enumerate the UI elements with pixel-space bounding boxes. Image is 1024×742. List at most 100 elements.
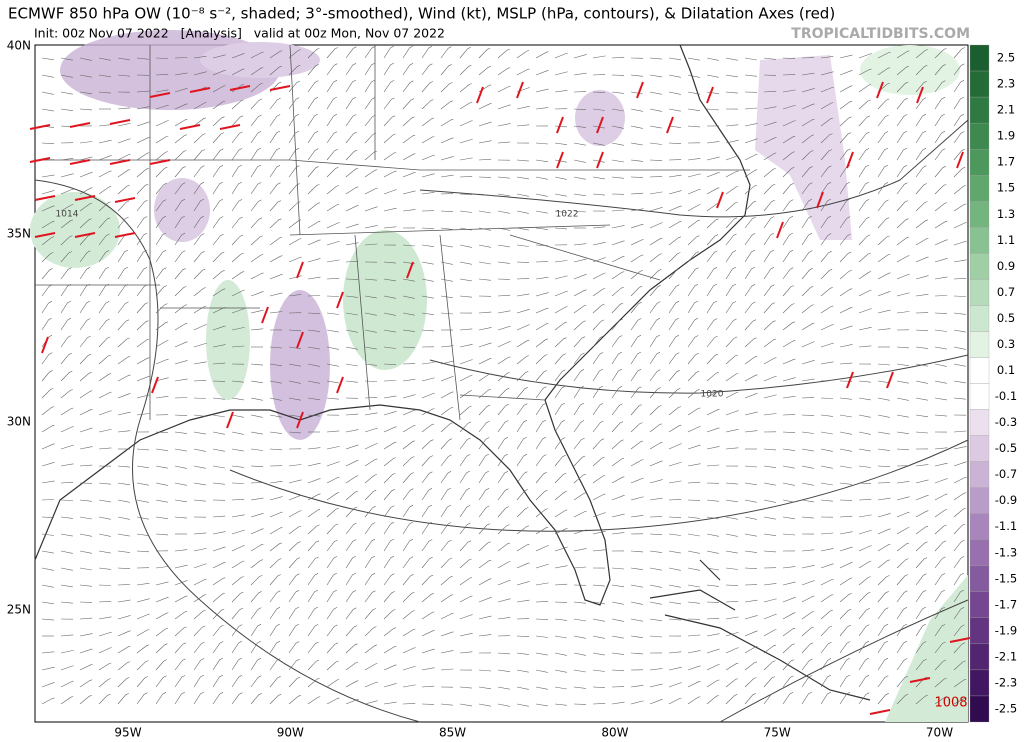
dilatation-axis (876, 81, 884, 99)
wind-barb (934, 220, 948, 229)
wind-barb (383, 645, 397, 654)
wind-barb (763, 676, 776, 688)
wind-barb (193, 414, 206, 417)
wind-barb (288, 573, 300, 586)
wind-barb (573, 385, 585, 399)
wind-barb (820, 431, 833, 435)
wind-barb (98, 662, 112, 671)
wind-barb (364, 132, 377, 144)
wind-barb (60, 389, 73, 399)
wind-barb (630, 584, 643, 588)
wind-barb (288, 201, 301, 212)
wind-barb (592, 493, 606, 501)
wind-barb (421, 439, 434, 450)
wind-barb (212, 181, 224, 195)
wind-barb (896, 218, 909, 229)
dilatation-axis (114, 232, 136, 238)
wind-barb (706, 74, 719, 78)
wind-barb (535, 582, 549, 586)
wind-barb (478, 342, 492, 348)
wind-barb (630, 440, 644, 450)
wind-barb (193, 165, 205, 178)
wind-barb (820, 268, 833, 280)
wind-barb (212, 165, 224, 178)
wind-barb (953, 476, 967, 484)
lat-label: 40N (7, 39, 31, 53)
wind-barb (630, 125, 643, 129)
wind-barb (763, 629, 777, 637)
wind-barb (668, 550, 681, 554)
dilatation-axis (189, 87, 211, 93)
wind-barb (231, 431, 244, 435)
dilatation-axis (476, 86, 484, 104)
wind-barb (459, 686, 472, 689)
wind-barb (516, 355, 530, 365)
contour-label: 1022 (556, 210, 579, 220)
wind-barb (41, 317, 52, 331)
wind-barb (782, 167, 795, 178)
wind-barb (649, 442, 663, 450)
wind-barb (877, 363, 891, 366)
wind-barb (611, 302, 624, 314)
wind-barb (478, 47, 491, 59)
wind-barb (535, 669, 548, 673)
wind-barb (592, 91, 606, 93)
wind-barb (307, 295, 321, 297)
wind-barb (41, 236, 55, 246)
wind-barb (953, 278, 967, 280)
wind-barb (801, 119, 815, 127)
wind-barb (459, 295, 472, 298)
wind-barb (858, 252, 871, 263)
wind-barb (934, 130, 946, 144)
colorbar-label: -1.7 (995, 597, 1017, 611)
wind-barb (611, 439, 624, 450)
wind-barb (497, 310, 511, 314)
wind-barb (136, 267, 148, 280)
wind-barb (839, 641, 851, 654)
wind-barb (250, 51, 264, 59)
ow-negative (200, 42, 320, 78)
wind-barb (820, 198, 832, 212)
wind-barb (402, 134, 416, 144)
wind-barb (459, 540, 472, 552)
wind-barb (79, 516, 92, 520)
title: ECMWF 850 hPa OW (10⁻⁸ s⁻², shaded; 3°-s… (8, 5, 835, 23)
wind-barb (250, 291, 264, 297)
wind-barb (497, 506, 510, 518)
wind-barb (212, 448, 225, 452)
wind-barb (744, 661, 757, 671)
ow-positive (885, 575, 968, 722)
wind-barb (402, 592, 415, 603)
wind-barb (79, 679, 93, 688)
wind-barb (896, 273, 910, 280)
wind-barb (706, 664, 720, 671)
wind-barb (288, 148, 300, 161)
wind-barb (953, 380, 966, 384)
isobar (719, 599, 969, 723)
wind-barb (345, 475, 359, 484)
wind-barb (877, 544, 891, 552)
wind-barb (231, 327, 245, 331)
wind-barb (706, 172, 720, 178)
wind-barb (668, 236, 681, 246)
wind-barb (250, 217, 263, 229)
wind-barb (307, 624, 319, 637)
wind-barb (782, 105, 796, 110)
wind-barb (421, 611, 435, 620)
wind-barb (706, 408, 720, 416)
isobar (429, 354, 969, 394)
wind-barb (649, 618, 662, 622)
wind-barb (896, 147, 908, 161)
wind-barb (79, 499, 92, 502)
wind-barb (497, 579, 511, 586)
wind-barb (630, 192, 644, 195)
wind-barb (345, 260, 359, 263)
wind-barb (79, 283, 91, 297)
dilatation-axis (296, 331, 304, 349)
wind-barb (117, 284, 129, 297)
wind-barb (212, 233, 224, 246)
wind-barb (763, 106, 777, 110)
wind-barb (136, 692, 148, 705)
wind-barb (402, 666, 416, 671)
wind-barb (820, 578, 834, 586)
